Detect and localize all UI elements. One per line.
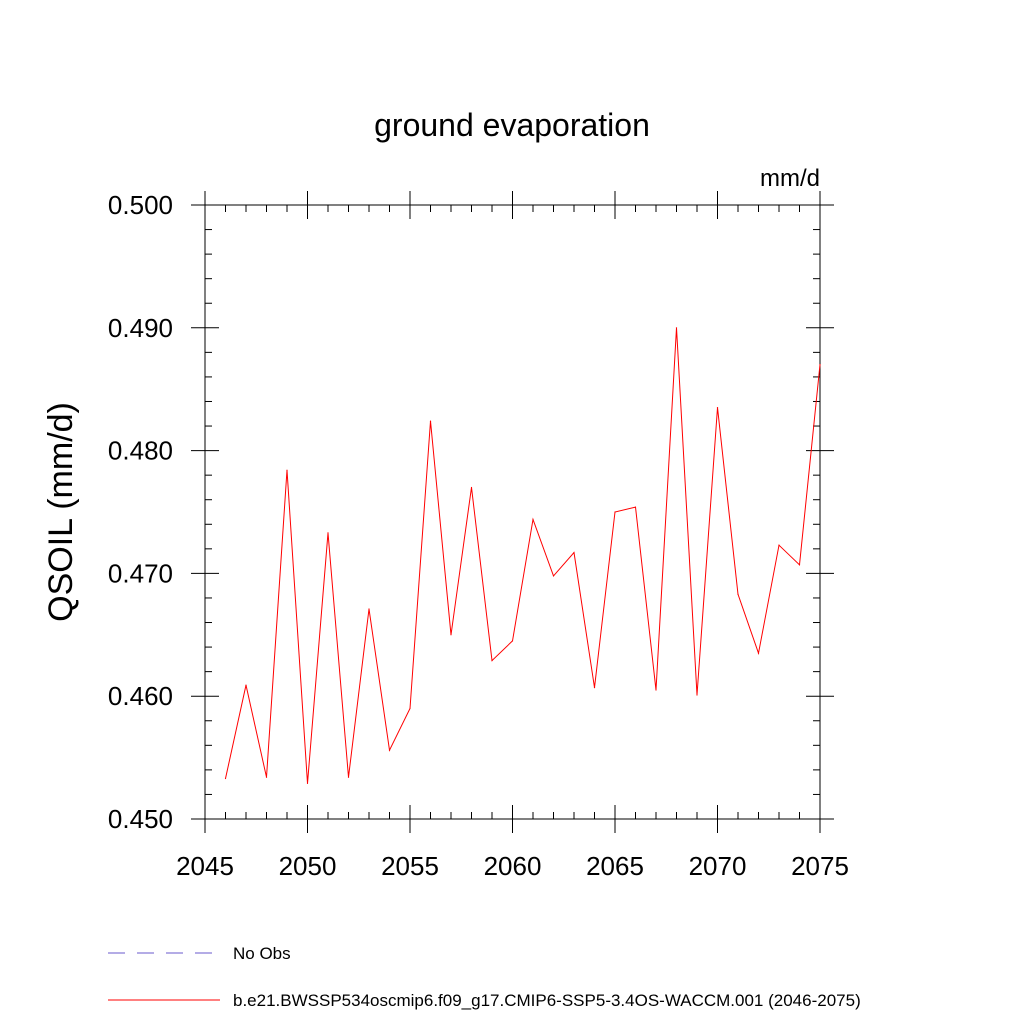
x-tick-label: 2065 bbox=[586, 851, 644, 881]
data-point bbox=[798, 564, 801, 566]
series-line bbox=[225, 327, 821, 784]
data-point bbox=[696, 694, 698, 696]
data-point bbox=[593, 687, 596, 689]
data-point bbox=[491, 659, 493, 662]
data-point bbox=[265, 776, 268, 778]
data-point bbox=[819, 364, 821, 366]
x-tick-label: 2055 bbox=[381, 851, 439, 881]
data-point bbox=[757, 652, 760, 654]
data-point bbox=[450, 634, 452, 636]
data-point bbox=[573, 551, 575, 554]
data-point bbox=[388, 749, 391, 751]
y-tick-label: 0.490 bbox=[108, 313, 173, 343]
data-point bbox=[716, 407, 719, 409]
x-tick-label: 2070 bbox=[689, 851, 747, 881]
data-point bbox=[368, 608, 370, 610]
y-tick-label: 0.500 bbox=[108, 190, 173, 220]
units-label: mm/d bbox=[760, 165, 820, 192]
data-point bbox=[286, 469, 288, 471]
legend-label: b.e21.BWSSP534oscmip6.f09_g17.CMIP6-SSP5… bbox=[233, 991, 861, 1010]
chart-title: ground evaporation bbox=[374, 107, 650, 143]
y-tick-label: 0.480 bbox=[108, 436, 173, 466]
data-point bbox=[675, 327, 678, 329]
data-point bbox=[614, 511, 616, 513]
y-tick-label: 0.450 bbox=[108, 804, 173, 834]
y-tick-label: 0.470 bbox=[108, 558, 173, 588]
data-point bbox=[306, 782, 309, 784]
data-point bbox=[634, 506, 637, 508]
y-axis-label: QSOIL (mm/d) bbox=[42, 402, 80, 622]
data-point bbox=[778, 544, 780, 546]
data-point bbox=[470, 486, 473, 489]
data-point bbox=[224, 777, 227, 780]
x-tick-label: 2075 bbox=[791, 851, 849, 881]
x-tick-label: 2060 bbox=[484, 851, 542, 881]
data-point bbox=[552, 575, 555, 577]
x-tick-label: 2045 bbox=[176, 851, 234, 881]
data-point bbox=[347, 776, 350, 778]
y-tick-label: 0.460 bbox=[108, 681, 173, 711]
data-point bbox=[655, 689, 657, 691]
data-point bbox=[409, 707, 411, 710]
data-point bbox=[511, 640, 514, 642]
data-point bbox=[245, 684, 247, 686]
data-point bbox=[737, 593, 739, 595]
data-point bbox=[532, 518, 534, 520]
legend-label: No Obs bbox=[233, 944, 291, 963]
plot-frame bbox=[204, 204, 821, 820]
x-tick-label: 2050 bbox=[279, 851, 337, 881]
data-point bbox=[429, 420, 432, 422]
data-point bbox=[327, 532, 329, 534]
